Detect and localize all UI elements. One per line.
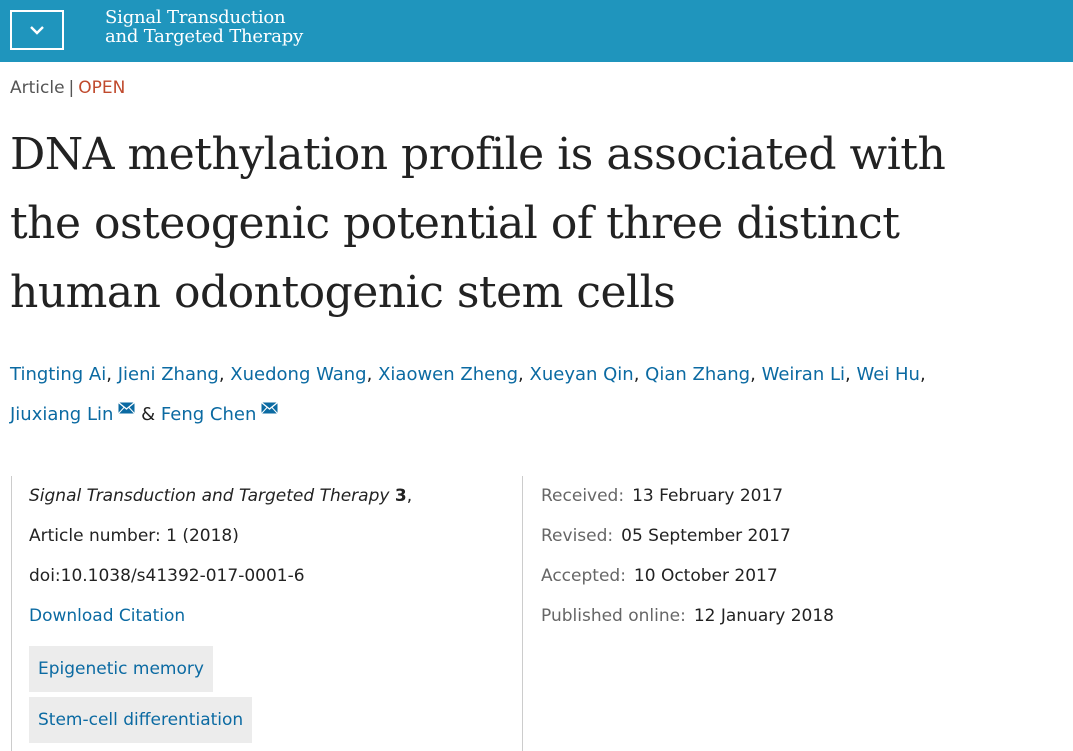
citation-journal-line: Signal Transduction and Targeted Therapy… (29, 476, 412, 516)
author-link[interactable]: Jiuxiang Lin (10, 404, 114, 425)
author-link[interactable]: Weiran Li (761, 364, 845, 385)
article-number: Article number: 1 (2018) (29, 526, 239, 546)
journal-logo-link[interactable]: Signal Transduction and Targeted Therapy (105, 8, 303, 46)
author-separator: , (518, 364, 524, 385)
journal-title-line-2: and Targeted Therapy (105, 26, 304, 47)
open-access-badge: OPEN (78, 78, 126, 98)
author-link[interactable]: Wei Hu (856, 364, 920, 385)
date-label: Accepted: (541, 566, 626, 586)
download-citation-link[interactable]: Download Citation (29, 606, 186, 626)
author-list: Tingting Ai, Jieni Zhang, Xuedong Wang, … (10, 355, 1060, 435)
date-value: 12 January 2018 (693, 606, 834, 626)
author-link[interactable]: Xuedong Wang (230, 364, 367, 385)
author-link[interactable]: Xueyan Qin (529, 364, 634, 385)
article-type: Article | OPEN (10, 78, 125, 98)
date-value: 13 February 2017 (632, 486, 784, 506)
author-link[interactable]: Qian Zhang (645, 364, 751, 385)
article-title-line: the osteogenic potential of three distin… (10, 198, 900, 249)
author-separator: , (633, 364, 640, 385)
citation-journal: Signal Transduction and Targeted Therapy (29, 486, 390, 506)
article-title-line: human odontogenic stem cells (10, 267, 676, 318)
author-joiner: & (141, 404, 156, 425)
article-type-separator: | (68, 78, 75, 98)
date-label: Published online: (541, 606, 686, 626)
journal-title-line-1: Signal Transduction (105, 7, 286, 28)
author-link[interactable]: Xiaowen Zheng (378, 364, 519, 385)
chevron-down-icon (30, 26, 44, 35)
citation-volume-suffix: , (406, 486, 413, 506)
subject-tag[interactable]: Stem-cell differentiation (29, 697, 253, 743)
date-label: Received: (541, 486, 625, 506)
article-doi: doi:10.1038/s41392-017-0001-6 (29, 566, 305, 586)
author-separator: , (750, 364, 756, 385)
site-header: Signal Transduction and Targeted Therapy (0, 0, 1073, 62)
author-link[interactable]: Jieni Zhang (117, 364, 219, 385)
email-icon[interactable] (118, 402, 136, 414)
citation-volume: 3 (394, 486, 407, 506)
author-separator: , (218, 364, 225, 385)
author-link[interactable]: Tingting Ai (10, 364, 107, 385)
author-separator: , (366, 364, 373, 385)
article-title-line: DNA methylation profile is associated wi… (10, 129, 946, 180)
date-label: Revised: (541, 526, 614, 546)
menu-toggle-button[interactable] (10, 10, 64, 50)
publication-dates: Received: 13 February 2017 Revised: 05 Sep… (541, 476, 834, 636)
article-type-label: Article (10, 78, 65, 98)
date-value: 05 September 2017 (621, 526, 791, 546)
date-revised: Revised: 05 September 2017 (541, 516, 834, 556)
subject-tag[interactable]: Epigenetic memory (29, 646, 213, 692)
author-link[interactable]: Feng Chen (160, 404, 257, 425)
date-published: Published online: 12 January 2018 (541, 596, 834, 636)
author-separator: , (919, 364, 926, 385)
article-title: DNA methylation profile is associated wi… (10, 120, 1050, 327)
citation-panel: Signal Transduction and Targeted Therapy… (11, 476, 523, 751)
date-accepted: Accepted: 10 October 2017 (541, 556, 834, 596)
date-value: 10 October 2017 (633, 566, 778, 586)
email-icon[interactable] (261, 402, 279, 414)
author-separator: , (845, 364, 851, 385)
author-separator: , (106, 364, 112, 385)
citation-block: Signal Transduction and Targeted Therapy… (29, 476, 412, 636)
date-received: Received: 13 February 2017 (541, 476, 834, 516)
